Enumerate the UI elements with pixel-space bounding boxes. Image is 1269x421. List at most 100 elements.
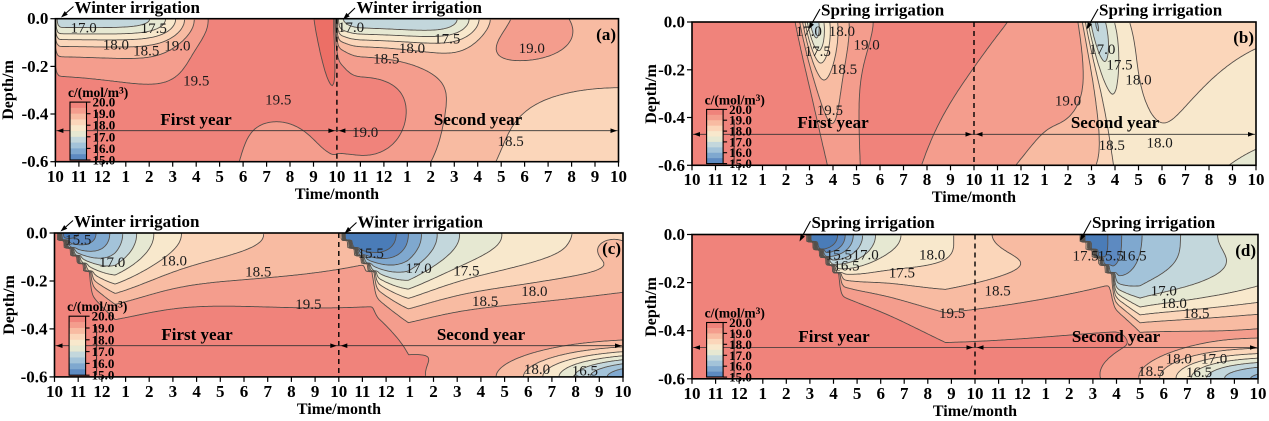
svg-text:12: 12 [1013, 170, 1030, 189]
svg-text:7: 7 [1181, 170, 1190, 189]
svg-text:17.0: 17.0 [405, 261, 431, 277]
svg-text:5: 5 [1136, 384, 1145, 403]
svg-text:18.5: 18.5 [373, 51, 399, 67]
svg-text:7: 7 [263, 382, 272, 401]
svg-text:10: 10 [1250, 384, 1267, 403]
svg-text:-0.2: -0.2 [658, 60, 685, 79]
svg-text:Second year: Second year [1072, 327, 1161, 346]
svg-text:(c): (c) [602, 239, 621, 258]
svg-text:18.0: 18.0 [1161, 296, 1187, 312]
svg-text:1: 1 [121, 382, 130, 401]
svg-text:10: 10 [1248, 170, 1265, 189]
svg-text:17.5: 17.5 [1072, 248, 1098, 264]
svg-text:Winter irrigation: Winter irrigation [74, 212, 200, 231]
svg-text:-0.4: -0.4 [658, 108, 685, 127]
svg-text:19.5: 19.5 [265, 93, 291, 109]
svg-text:c/(mol/m3): c/(mol/m3) [705, 92, 765, 107]
svg-text:Time/month: Time/month [297, 401, 381, 418]
svg-text:16.0: 16.0 [729, 359, 752, 374]
svg-text:Second year: Second year [437, 325, 526, 344]
svg-text:17.0: 17.0 [338, 20, 364, 36]
svg-text:c/(mol/m3): c/(mol/m3) [705, 306, 765, 321]
svg-text:10: 10 [967, 384, 984, 403]
svg-text:6: 6 [876, 170, 885, 189]
svg-text:16.5: 16.5 [1120, 248, 1146, 264]
svg-text:9: 9 [946, 170, 955, 189]
svg-text:10: 10 [610, 167, 627, 186]
svg-text:18.0: 18.0 [92, 332, 115, 347]
svg-text:First year: First year [798, 327, 870, 346]
svg-text:16.5: 16.5 [572, 363, 598, 379]
svg-text:17.5: 17.5 [434, 32, 460, 48]
svg-text:8: 8 [567, 167, 576, 186]
svg-text:First year: First year [161, 325, 233, 344]
svg-text:-0.4: -0.4 [21, 319, 48, 338]
svg-text:19.0: 19.0 [853, 37, 879, 53]
svg-text:Winter irrigation: Winter irrigation [357, 0, 483, 17]
svg-text:20.0: 20.0 [92, 309, 115, 324]
svg-text:-0.6: -0.6 [21, 367, 48, 386]
svg-text:9: 9 [311, 382, 320, 401]
svg-text:(a): (a) [596, 25, 616, 44]
svg-text:Depth/m: Depth/m [1, 275, 18, 335]
svg-text:3: 3 [450, 167, 459, 186]
svg-text:Time/month: Time/month [295, 186, 379, 203]
svg-text:19.5: 19.5 [817, 103, 843, 119]
svg-text:11: 11 [991, 384, 1007, 403]
svg-text:5: 5 [1134, 170, 1143, 189]
svg-text:17.0: 17.0 [729, 348, 752, 363]
svg-text:-0.4: -0.4 [21, 105, 48, 124]
svg-text:1: 1 [1040, 170, 1049, 189]
svg-text:16.5: 16.5 [833, 258, 859, 274]
svg-text:3: 3 [1089, 384, 1098, 403]
svg-text:-0.2: -0.2 [658, 273, 685, 292]
svg-text:18.0: 18.0 [1125, 73, 1151, 89]
svg-text:19.5: 19.5 [295, 297, 321, 313]
svg-text:Time/month: Time/month [932, 189, 1016, 206]
svg-text:2: 2 [782, 170, 791, 189]
svg-text:1: 1 [406, 382, 415, 401]
svg-text:5: 5 [216, 382, 225, 401]
svg-text:9: 9 [1228, 170, 1237, 189]
svg-text:3: 3 [169, 382, 178, 401]
svg-text:16.0: 16.0 [93, 141, 116, 156]
svg-text:19.0: 19.0 [164, 38, 190, 54]
svg-text:8: 8 [923, 170, 932, 189]
svg-text:0.0: 0.0 [26, 224, 47, 243]
svg-text:17.0: 17.0 [1201, 351, 1227, 367]
svg-text:17.0: 17.0 [1151, 284, 1177, 300]
svg-text:8: 8 [1207, 384, 1216, 403]
svg-text:1: 1 [758, 170, 767, 189]
svg-text:2: 2 [429, 382, 438, 401]
svg-text:1: 1 [122, 167, 131, 186]
svg-text:11: 11 [989, 170, 1005, 189]
svg-text:15.5: 15.5 [358, 246, 384, 262]
svg-text:4: 4 [473, 167, 482, 186]
svg-text:18.5: 18.5 [1099, 138, 1125, 154]
svg-text:18.0: 18.0 [729, 124, 752, 139]
svg-text:16.0: 16.0 [729, 145, 752, 160]
svg-text:12: 12 [94, 167, 111, 186]
svg-text:8: 8 [924, 384, 933, 403]
svg-text:18.5: 18.5 [133, 43, 159, 59]
svg-text:15.5: 15.5 [1098, 248, 1124, 264]
svg-text:17.0: 17.0 [729, 134, 752, 149]
svg-text:Spring irrigation: Spring irrigation [812, 213, 936, 232]
svg-text:5: 5 [500, 382, 509, 401]
svg-text:17.0: 17.0 [92, 344, 115, 359]
svg-text:c/(mol/m3): c/(mol/m3) [67, 299, 127, 314]
svg-text:17.0: 17.0 [99, 255, 125, 271]
svg-text:Second year: Second year [434, 110, 523, 129]
svg-text:2: 2 [145, 382, 154, 401]
svg-text:7: 7 [1183, 384, 1192, 403]
svg-text:-0.2: -0.2 [21, 57, 48, 76]
svg-text:3: 3 [805, 170, 814, 189]
svg-text:11: 11 [354, 382, 370, 401]
svg-text:20.0: 20.0 [93, 95, 116, 110]
svg-text:19.0: 19.0 [352, 125, 378, 141]
svg-text:18.5: 18.5 [1183, 306, 1209, 322]
svg-text:18.5: 18.5 [245, 265, 271, 281]
svg-text:11: 11 [71, 167, 87, 186]
svg-text:17.0: 17.0 [70, 20, 96, 36]
svg-text:(d): (d) [1235, 241, 1256, 260]
